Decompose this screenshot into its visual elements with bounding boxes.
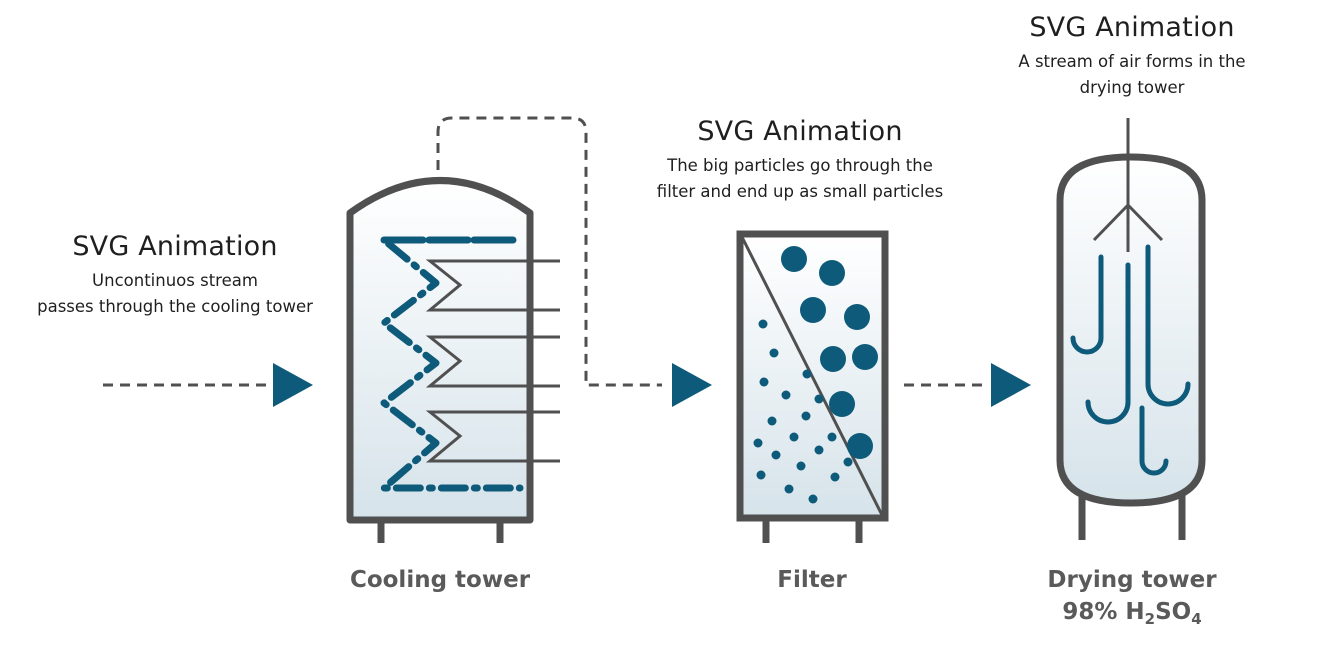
small-particle bbox=[814, 445, 824, 455]
small-particle bbox=[759, 377, 769, 387]
big-particle bbox=[820, 346, 846, 372]
big-particle bbox=[819, 260, 845, 286]
filter bbox=[736, 230, 889, 543]
filter-stage-heading: SVG Animation bbox=[697, 116, 903, 147]
formula-subscript-2: 2 bbox=[1144, 610, 1156, 628]
filter-caption: Filter bbox=[777, 567, 847, 593]
air-distributor-left bbox=[1092, 203, 1130, 242]
big-particle bbox=[847, 433, 873, 459]
small-particle bbox=[808, 494, 818, 504]
drying-tower-caption: Drying tower 98% H2SO4 bbox=[1012, 564, 1252, 628]
cooling-stage-heading: SVG Animation bbox=[72, 231, 278, 262]
small-particle bbox=[769, 348, 779, 358]
inflow-arrow-icon bbox=[273, 363, 313, 407]
big-particle bbox=[800, 297, 826, 323]
small-particle bbox=[796, 461, 806, 471]
cooling-tower-caption: Cooling tower bbox=[349, 567, 531, 593]
drying-stage-annotation: SVG Animation A stream of air forms in t… bbox=[982, 12, 1282, 101]
big-particle bbox=[781, 246, 807, 272]
small-particle bbox=[827, 432, 837, 442]
cooling-stage-annotation: SVG Animation Uncontinuos stream passes … bbox=[0, 231, 350, 320]
formula-subscript-4: 4 bbox=[1191, 610, 1202, 628]
small-particle bbox=[756, 470, 766, 480]
drying-tower-concentration: 98% H2SO4 bbox=[1012, 596, 1252, 628]
filter-membrane bbox=[740, 236, 884, 516]
cooling-stage-description-line-1: Uncontinuos stream bbox=[92, 271, 258, 290]
air-stream-hook bbox=[1139, 405, 1169, 476]
cooling-tower-body bbox=[346, 177, 534, 524]
small-particle bbox=[801, 411, 811, 421]
small-particle bbox=[784, 484, 794, 494]
small-particle bbox=[789, 432, 799, 442]
drying-tower-caption-name: Drying tower bbox=[1047, 567, 1217, 593]
small-particle bbox=[753, 438, 763, 448]
cooling-coil-upper bbox=[425, 259, 560, 312]
uncontinuous-stream bbox=[380, 236, 524, 492]
small-particle bbox=[767, 416, 777, 426]
drying-stage-description-line-1: A stream of air forms in the bbox=[1018, 52, 1246, 71]
cooling-coil-middle bbox=[425, 335, 560, 388]
small-particle bbox=[758, 319, 768, 329]
small-particle bbox=[830, 472, 840, 482]
cooling-stage-description-line-2: passes through the cooling tower bbox=[37, 297, 313, 316]
small-particle bbox=[802, 369, 812, 379]
drying-stage-description-line-2: drying tower bbox=[1079, 78, 1185, 97]
small-particle bbox=[814, 394, 824, 404]
concentration-percent: 98% H bbox=[1062, 599, 1145, 625]
filter-stage-description-line-2: filter and end up as small particles bbox=[656, 182, 944, 201]
air-stream-hook bbox=[1145, 244, 1191, 407]
drying-stage-heading: SVG Animation bbox=[1029, 12, 1235, 43]
cooling-coil-lower bbox=[425, 410, 560, 463]
small-particle bbox=[771, 450, 781, 460]
drying-tower bbox=[1056, 118, 1206, 540]
big-particle bbox=[852, 344, 878, 370]
filter-inflow-arrow-icon bbox=[672, 363, 712, 407]
filter-stage-annotation: SVG Animation The big particles go throu… bbox=[620, 116, 980, 205]
cooling-tower bbox=[346, 177, 560, 543]
air-stream-hook bbox=[1085, 262, 1131, 425]
small-particle bbox=[843, 457, 853, 467]
big-particle bbox=[829, 391, 855, 417]
formula-so: SO bbox=[1155, 599, 1192, 625]
small-particle bbox=[781, 390, 791, 400]
drying-inflow-arrow-icon bbox=[991, 363, 1031, 407]
air-distributor-right bbox=[1126, 203, 1164, 242]
air-stream-hook bbox=[1070, 254, 1104, 355]
big-particle bbox=[844, 304, 870, 330]
filter-stage-description-line-1: The big particles go through the bbox=[667, 156, 933, 175]
